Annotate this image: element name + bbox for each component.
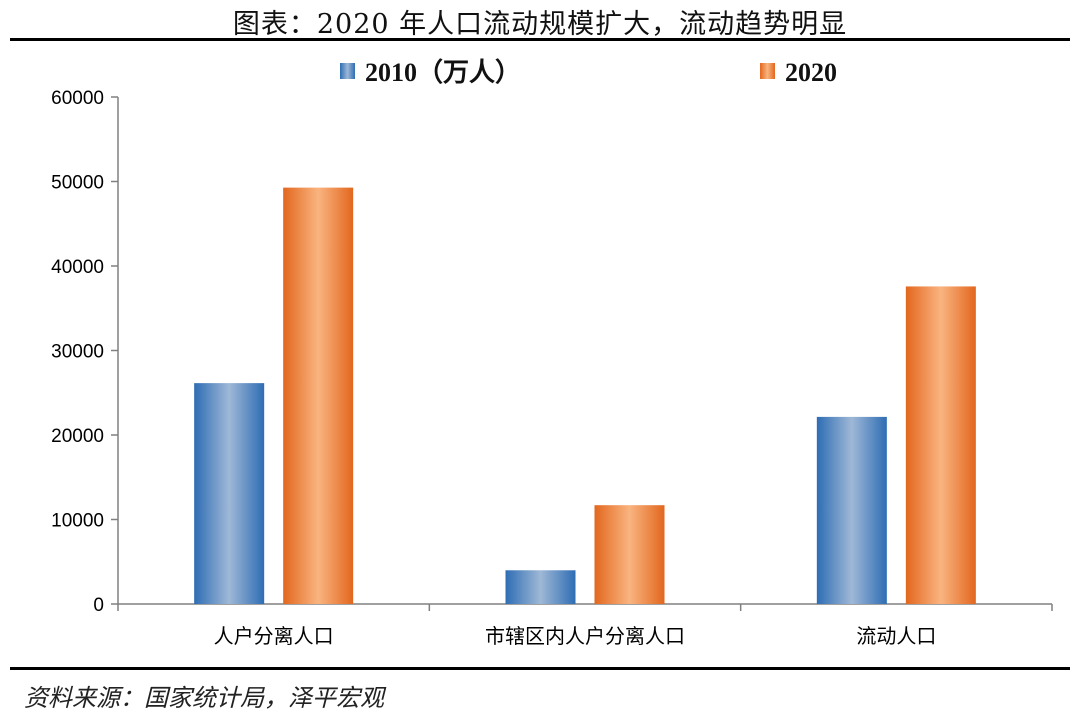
y-tick-label: 20000 [51, 426, 104, 447]
y-tick-label: 30000 [51, 342, 104, 363]
x-category-label: 市辖区内人户分离人口 [485, 624, 685, 648]
bar-series-1 [816, 416, 887, 604]
legend-label: 2010（万人） [365, 58, 521, 87]
y-tick-label: 40000 [51, 257, 104, 278]
y-tick-label: 60000 [51, 88, 104, 109]
x-category-label: 人户分离人口 [214, 624, 334, 648]
legend-label: 2020 [785, 58, 837, 87]
bars [194, 187, 976, 604]
bottom-rule [10, 667, 1070, 670]
y-tick-label: 10000 [51, 511, 104, 532]
bar-series-2 [594, 505, 665, 604]
axes: 0 10000 20000 30000 40000 50000 60000 人户分离人口 市辖区… [51, 88, 1053, 648]
bar-series-2 [905, 286, 976, 604]
legend-swatch [340, 63, 355, 79]
bar-series-2 [283, 187, 354, 604]
x-category-label: 流动人口 [856, 624, 936, 648]
y-tick-label: 50000 [51, 173, 104, 194]
legend-swatch [760, 63, 775, 79]
bar-series-1 [505, 570, 576, 604]
source-note: 资料来源：国家统计局，泽平宏观 [24, 684, 384, 712]
y-tick-label: 0 [93, 595, 104, 616]
chart-title: 图表：2020 年人口流动规模扩大，流动趋势明显 [232, 9, 848, 40]
bar-series-1 [194, 383, 265, 604]
legend: 2010（万人） 2020 [340, 58, 837, 87]
top-rule [10, 38, 1070, 41]
